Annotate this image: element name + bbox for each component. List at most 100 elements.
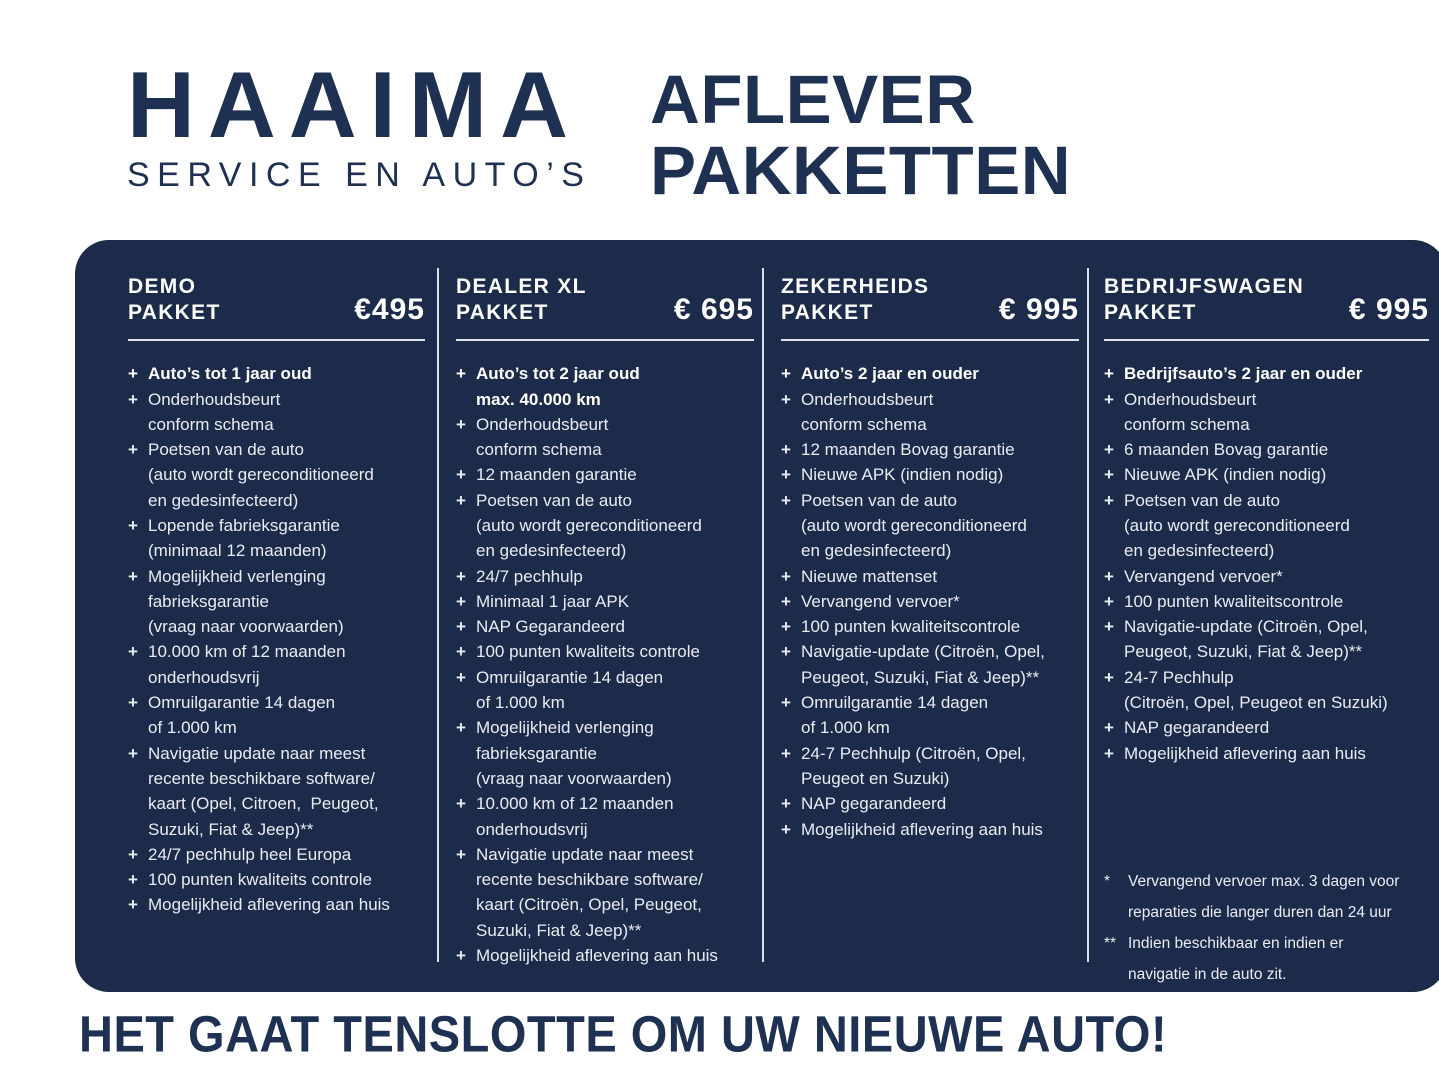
package-item-text: 12 maanden Bovag garantie	[801, 440, 1015, 460]
package-item: + Auto’s tot 1 jaar oud	[128, 361, 425, 386]
package-item: + Onderhoudsbeurt conform schema	[456, 412, 754, 463]
package-item: + Navigatie-update (Citroën, Opel, Peugeo…	[781, 639, 1079, 690]
package-item-text: Onderhoudsbeurt conform schema	[476, 414, 609, 460]
plus-icon: +	[456, 566, 466, 586]
plus-icon: +	[781, 490, 791, 510]
package-item: +24/7 pechhulp	[456, 564, 754, 589]
package-item: + Navigatie update naar meest recente bes…	[456, 842, 754, 943]
plus-icon: +	[781, 465, 791, 485]
package-item: + Omruilgarantie 14 dagen of 1.000 km	[781, 690, 1079, 741]
package-column: DEMO PAKKET €495 + Auto’s tot 1 jaar oud +…	[75, 240, 437, 992]
package-item-text: Omruilgarantie 14 dagen of 1.000 km	[801, 693, 989, 738]
package-name: BEDRIJFSWAGEN PAKKET	[1104, 275, 1305, 324]
package-column: DEALER XL PAKKET € 695 + Auto’s tot 2 jaa…	[437, 240, 762, 992]
plus-icon: +	[781, 566, 791, 586]
package-item-text: Mogelijkheid aflevering aan huis	[801, 819, 1043, 839]
package-price: € 695	[673, 292, 754, 326]
package-item: + Poetsen van de auto (auto wordt gerecon…	[456, 488, 754, 564]
package-item: +12 maanden Bovag garantie	[781, 437, 1079, 462]
package-item: + NAP gegarandeerd	[781, 791, 1079, 816]
plus-icon: +	[1104, 566, 1114, 586]
package-item-text: Nieuwe APK (indien nodig)	[1124, 465, 1327, 485]
package-item-text: Auto’s tot 1 jaar oud	[148, 364, 312, 384]
package-item-text: Onderhoudsbeurt conform schema	[1124, 389, 1257, 434]
plus-icon: +	[456, 844, 466, 864]
package-header-rule	[1104, 339, 1429, 342]
package-item: + Onderhoudsbeurt conform schema	[1104, 387, 1429, 438]
package-item-text: 10.000 km of 12 maanden onderhoudsvrij	[476, 794, 674, 839]
package-item: +24-7 Pechhulp (Citroën, Opel, Peugeot e…	[1104, 665, 1429, 716]
package-item-text: NAP Gegarandeerd	[476, 617, 626, 637]
package-item-text: 24/7 pechhulp	[476, 566, 583, 586]
package-item-text: 24-7 Pechhulp (Citroën, Opel, Peugeot en…	[1124, 667, 1388, 713]
package-item: + Poetsen van de auto (auto wordt gerecon…	[128, 437, 425, 513]
plus-icon: +	[1104, 440, 1114, 460]
plus-icon: +	[456, 642, 466, 662]
column-divider	[1087, 268, 1089, 962]
package-item-text: Auto’s tot 2 jaar oud max. 40.000 km	[476, 364, 640, 409]
package-item: + Mogelijkheid aflevering aan huis	[781, 817, 1079, 842]
package-name: ZEKERHEIDS PAKKET	[781, 275, 930, 324]
plus-icon: +	[781, 642, 791, 662]
footnote-marker: *	[1104, 872, 1111, 890]
package-item: + Mogelijkheid aflevering aan huis	[456, 943, 754, 968]
package-item-text: 100 punten kwaliteits controle	[148, 870, 372, 890]
plus-icon: +	[456, 617, 466, 637]
package-item: + Minimaal 1 jaar APK	[456, 589, 754, 614]
plus-icon: +	[128, 364, 138, 384]
package-item-list: + Auto’s 2 jaar en ouder + Onderhoudsbeurt …	[781, 361, 1079, 842]
package-item-text: 100 punten kwaliteits controle	[476, 642, 700, 662]
package-item: + Omruilgarantie 14 dagen of 1.000 km	[128, 690, 425, 741]
footer-tagline: HET GAAT TENSLOTTE OM UW NIEUWE AUTO!	[79, 1004, 1168, 1063]
package-item-text: Bedrijfsauto’s 2 jaar en ouder	[1124, 364, 1363, 384]
package-header-rule	[781, 339, 1079, 342]
package-item-text: Onderhoudsbeurt conform schema	[801, 389, 934, 434]
package-item: + Poetsen van de auto (auto wordt gerecon…	[781, 488, 1079, 564]
plus-icon: +	[128, 895, 138, 915]
plus-icon: +	[456, 718, 466, 738]
package-item-text: Nieuwe APK (indien nodig)	[801, 465, 1004, 485]
plus-icon: +	[128, 693, 138, 713]
package-item: + Onderhoudsbeurt conform schema	[781, 387, 1079, 438]
package-header-rule	[128, 339, 425, 342]
package-header-rule	[456, 339, 754, 342]
column-divider	[437, 268, 439, 962]
plus-icon: +	[456, 794, 466, 814]
plus-icon: +	[128, 389, 138, 409]
package-item-text: NAP gegarandeerd	[801, 794, 947, 814]
plus-icon: +	[781, 794, 791, 814]
package-item: + NAP gegarandeerd	[1104, 715, 1429, 740]
package-item-text: Vervangend vervoer*	[1124, 566, 1283, 586]
plus-icon: +	[128, 642, 138, 662]
package-item-text: Auto’s 2 jaar en ouder	[801, 364, 979, 384]
package-item: + Mogelijkheid verlenging fabrieksgaranti…	[456, 715, 754, 791]
package-item-text: Nieuwe mattenset	[801, 566, 938, 586]
package-price: €495	[354, 292, 425, 326]
package-item-text: Vervangend vervoer*	[801, 591, 960, 611]
package-item-text: Mogelijkheid aflevering aan huis	[1124, 743, 1366, 763]
package-item-text: Navigatie update naar meest recente besc…	[476, 844, 703, 940]
package-item: +100 punten kwaliteitscontrole	[781, 614, 1079, 639]
plus-icon: +	[456, 591, 466, 611]
plus-icon: +	[1104, 667, 1114, 687]
package-item: + NAP Gegarandeerd	[456, 614, 754, 639]
footnote-text: Indien beschikbaar en indien er navigati…	[1128, 934, 1344, 983]
plus-icon: +	[456, 364, 466, 384]
package-item: + Auto’s tot 2 jaar oud max. 40.000 km	[456, 361, 754, 412]
plus-icon: +	[128, 844, 138, 864]
package-name: DEMO PAKKET	[128, 275, 221, 324]
package-column: ZEKERHEIDS PAKKET € 995 + Auto’s 2 jaar e…	[762, 240, 1087, 992]
package-item: + Auto’s 2 jaar en ouder	[781, 361, 1079, 386]
plus-icon: +	[456, 490, 466, 510]
package-item: + Mogelijkheid aflevering aan huis	[128, 892, 425, 917]
plus-icon: +	[128, 566, 138, 586]
package-item: +10.000 km of 12 maanden onderhoudsvrij	[456, 791, 754, 842]
plus-icon: +	[781, 617, 791, 637]
package-price: € 995	[1348, 292, 1429, 326]
plus-icon: +	[1104, 364, 1114, 384]
package-item-text: 100 punten kwaliteitscontrole	[801, 617, 1021, 637]
package-item-text: Lopende fabrieksgarantie (minimaal 12 ma…	[148, 516, 340, 561]
footnote-text: Vervangend vervoer max. 3 dagen voor rep…	[1128, 872, 1400, 921]
plus-icon: +	[128, 743, 138, 763]
package-header: DEMO PAKKET €495	[128, 274, 425, 325]
